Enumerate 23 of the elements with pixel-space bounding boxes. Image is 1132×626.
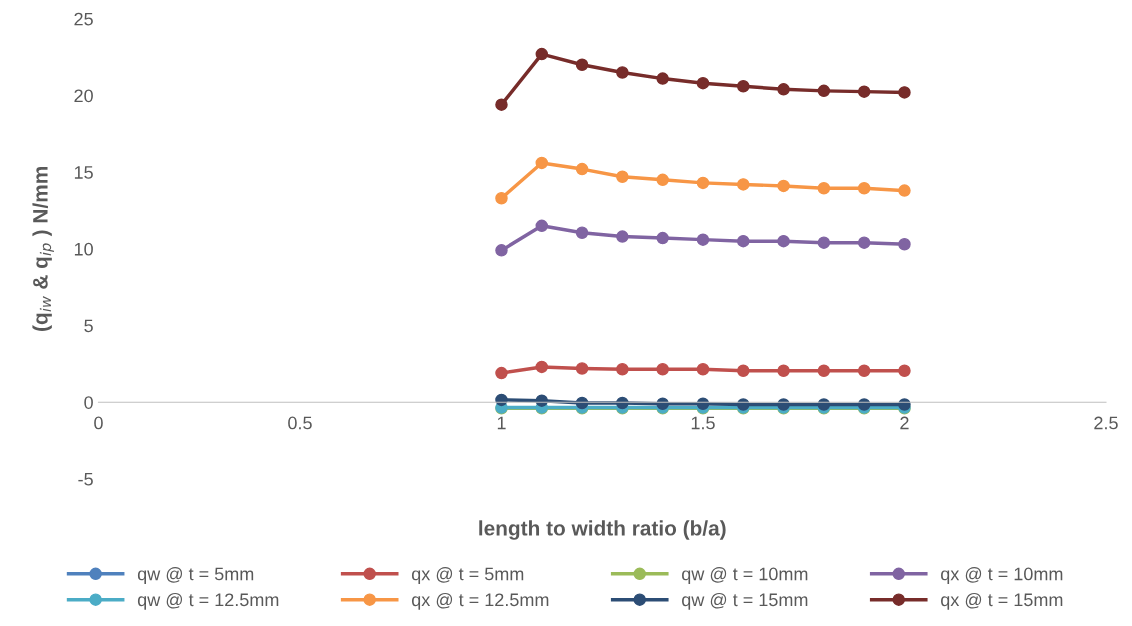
legend-label: qw @ t = 10mm	[682, 567, 808, 584]
x-tick-label: 2	[900, 416, 909, 430]
x-tick-label: 1	[497, 416, 506, 430]
legend-label: qw @ t = 5mm	[137, 567, 254, 584]
y-tick-label: 0	[84, 396, 93, 409]
y-tick-label: 20	[74, 89, 93, 103]
x-tick-label: 0	[94, 416, 103, 430]
y-tick-label: 15	[74, 166, 93, 179]
y-axis-title: (q$_{iw}$ & q$_{ip}$ ) N/mm	[32, 167, 54, 331]
y-tick-label: 10	[74, 242, 93, 256]
x-tick-label: 1.5	[691, 416, 715, 430]
legend-label: qx @ t = 5mm	[411, 567, 524, 584]
x-axis-title: length to width ratio (b/a)	[479, 520, 726, 540]
x-tick-label: 2.5	[1094, 416, 1118, 430]
legend-label: qw @ t = 15mm	[682, 592, 808, 610]
y-tick-label: -5	[78, 473, 93, 486]
x-tick-label: 0.5	[288, 416, 312, 430]
y-tick-label: 5	[84, 319, 93, 333]
legend-label: qx @ t = 10mm	[941, 567, 1063, 584]
y-tick-label: 25	[74, 12, 93, 26]
legend-label: qw @ t = 12.5mm	[137, 592, 279, 610]
legend-label: qx @ t = 12.5mm	[411, 592, 549, 610]
legend-label: qx @ t = 15mm	[941, 592, 1063, 610]
